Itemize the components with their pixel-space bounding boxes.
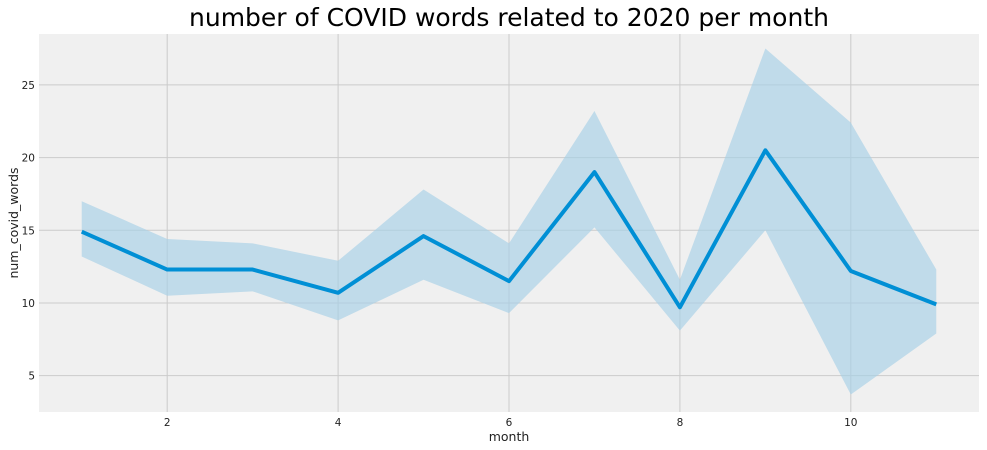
y-tick-label: 15: [22, 225, 35, 237]
x-tick-label: 10: [844, 417, 857, 429]
confidence-band: [81, 48, 937, 395]
chart-title: number of COVID words related to 2020 pe…: [189, 3, 829, 32]
x-tick-label: 4: [335, 417, 342, 429]
x-tick-label: 6: [506, 417, 513, 429]
x-tick-label: 8: [677, 417, 684, 429]
y-tick-label: 10: [22, 298, 35, 310]
x-gridlines: [166, 34, 852, 412]
y-tick-labels: 5 10 15 20 25: [22, 80, 35, 383]
y-tick-label: 5: [28, 371, 35, 383]
confidence-band-layer: [81, 48, 937, 395]
series-line-layer: [80, 148, 938, 310]
y-axis-label: num_covid_words: [6, 167, 21, 278]
x-tick-labels: 2 4 6 8 10: [164, 417, 858, 429]
y-tick-label: 25: [22, 80, 35, 92]
y-tick-label: 20: [22, 153, 35, 165]
x-axis-label: month: [489, 429, 530, 444]
x-tick-label: 2: [164, 417, 171, 429]
